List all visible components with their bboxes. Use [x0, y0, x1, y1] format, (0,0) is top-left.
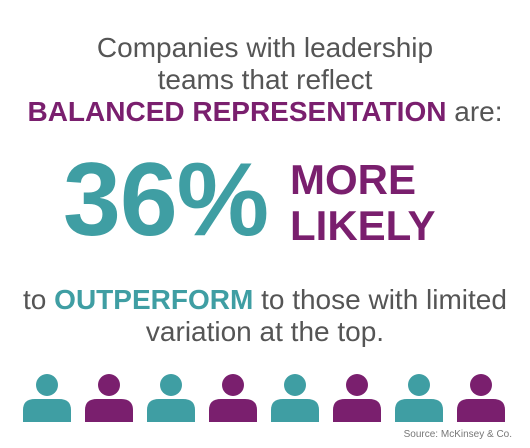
source-note: Source: McKinsey & Co. [403, 429, 512, 440]
person-icon [333, 374, 381, 422]
person-icon [271, 374, 319, 422]
stat-label: MORE LIKELY [290, 157, 435, 249]
person-icon [23, 374, 71, 422]
heading-line-2: teams that reflect [157, 64, 373, 95]
subtext-prefix: to [23, 284, 47, 315]
person-icon [395, 374, 443, 422]
heading-line-3: BALANCED REPRESENTATION are: [0, 95, 530, 129]
people-row [21, 372, 509, 424]
person-icon [209, 374, 257, 422]
stat-label-line-2: LIKELY [290, 202, 436, 249]
subtext-line-1: to OUTPERFORM to those with limited [0, 283, 530, 317]
heading-highlight: BALANCED REPRESENTATION [27, 96, 447, 127]
person-icon [147, 374, 195, 422]
person-icon [85, 374, 133, 422]
heading-line-1: Companies with leadership [96, 32, 434, 63]
subtext-line-2: variation at the top. [145, 316, 385, 347]
heading-suffix: are: [454, 96, 503, 127]
stat-value: 36% [63, 142, 269, 258]
stat-label-line-1: MORE [290, 156, 416, 203]
subtext-highlight: OUTPERFORM [54, 284, 254, 315]
person-icon [457, 374, 505, 422]
subtext-rest: to those with limited [261, 284, 507, 315]
